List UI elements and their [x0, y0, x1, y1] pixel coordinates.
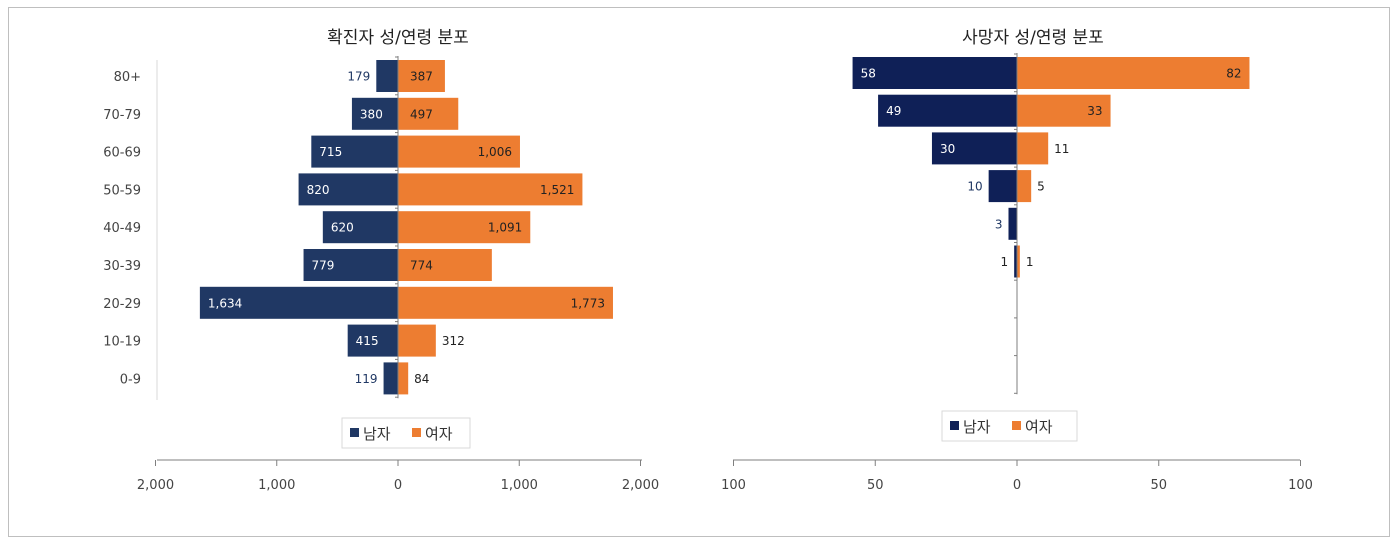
legend-label: 여자 — [1025, 418, 1053, 436]
data-label-female: 84 — [414, 372, 429, 386]
data-label-female: 1,091 — [488, 221, 522, 235]
x-tick-label: 0 — [394, 478, 402, 493]
x-tick-label: 50 — [1150, 478, 1167, 493]
x-tick-label: 0 — [1013, 478, 1021, 493]
data-label-female: 5 — [1037, 180, 1045, 194]
bar-female — [398, 60, 445, 92]
chart-1: 확진자 성/연령 분포 80+ 179 387 70-79 380 497 60-69 715 1… — [103, 28, 659, 493]
data-label-male: 10 — [967, 180, 982, 194]
bar-male — [878, 94, 1017, 127]
bar-male — [931, 132, 1017, 165]
x-tick-label: 1,000 — [501, 478, 538, 493]
bar-female — [1017, 94, 1111, 127]
data-label-female: 387 — [410, 70, 433, 84]
legend-swatch — [350, 428, 359, 437]
data-label-female: 1,521 — [540, 183, 574, 197]
bar-female — [1017, 245, 1020, 278]
bar-male — [303, 249, 398, 281]
data-label-female: 1 — [1026, 255, 1034, 269]
legend-swatch — [412, 428, 421, 437]
bar-male — [1008, 207, 1017, 240]
bar-female — [1017, 132, 1049, 165]
category-label: 10-19 — [103, 335, 141, 350]
bar-female — [398, 97, 459, 130]
category-label: 50-59 — [103, 183, 141, 198]
data-label-male: 415 — [356, 334, 379, 348]
legend-swatch — [950, 421, 959, 430]
data-label-male: 3 — [995, 217, 1003, 231]
bar-female — [398, 249, 492, 281]
data-label-female: 11 — [1054, 142, 1069, 156]
bar-male — [311, 135, 398, 168]
data-label-male: 620 — [331, 221, 354, 235]
category-label: 20-29 — [103, 297, 141, 312]
category-label: 60-69 — [103, 146, 141, 161]
legend-box — [341, 417, 471, 449]
bar-female — [398, 135, 520, 168]
data-label-male: 30 — [940, 142, 955, 156]
data-label-male: 1 — [1001, 255, 1009, 269]
data-label-female: 82 — [1226, 67, 1241, 81]
x-tick-label: 2,000 — [622, 478, 659, 493]
bar-male — [347, 324, 398, 357]
legend: 남자 여자 — [941, 410, 1078, 442]
bar-female — [398, 324, 436, 357]
legend-label: 남자 — [963, 418, 991, 436]
bar-male — [199, 286, 398, 319]
data-label-male: 779 — [312, 259, 335, 273]
bar-male — [376, 60, 398, 92]
bar-female — [398, 173, 583, 206]
data-label-male: 1,634 — [208, 296, 242, 310]
chart-title: 사망자 성/연령 분포 — [962, 28, 1104, 48]
legend-box — [941, 410, 1078, 442]
legend-label: 여자 — [425, 425, 453, 443]
x-tick-label: 2,000 — [137, 478, 174, 493]
bar-male — [298, 173, 398, 206]
data-label-female: 1,006 — [478, 145, 512, 159]
bar-female — [1017, 170, 1032, 203]
x-tick-label: 100 — [1288, 478, 1313, 493]
category-label: 30-39 — [103, 259, 141, 274]
data-label-female: 774 — [410, 259, 433, 273]
bar-male — [852, 57, 1017, 89]
bar-female — [1017, 57, 1250, 89]
data-label-female: 1,773 — [571, 296, 605, 310]
data-label-male: 715 — [319, 145, 342, 159]
x-tick-label: 100 — [721, 478, 746, 493]
category-label: 0-9 — [120, 372, 141, 387]
data-label-female: 33 — [1087, 104, 1102, 118]
category-label: 80+ — [114, 70, 141, 85]
data-label-female: 497 — [410, 107, 433, 121]
data-label-male: 179 — [347, 70, 370, 84]
x-tick-label: 1,000 — [258, 478, 295, 493]
bar-male — [988, 170, 1017, 203]
data-label-male: 380 — [360, 107, 383, 121]
bar-male — [1014, 245, 1017, 278]
bar-female — [398, 286, 613, 319]
legend-label: 남자 — [363, 425, 391, 443]
data-label-male: 58 — [861, 67, 876, 81]
chart-frame — [8, 7, 1390, 537]
category-label: 70-79 — [103, 108, 141, 123]
data-label-male: 119 — [355, 372, 378, 386]
x-tick-label: 50 — [867, 478, 884, 493]
bar-male — [351, 97, 398, 130]
data-label-female: 312 — [442, 334, 465, 348]
data-label-male: 820 — [307, 183, 330, 197]
bar-male — [322, 211, 398, 244]
bar-male — [383, 362, 398, 395]
legend-swatch — [1012, 421, 1021, 430]
bar-female — [398, 211, 531, 244]
chart-title: 확진자 성/연령 분포 — [327, 28, 469, 48]
bar-female — [398, 362, 409, 395]
legend: 남자 여자 — [341, 417, 471, 449]
data-label-male: 49 — [886, 104, 901, 118]
category-label: 40-49 — [103, 221, 141, 236]
